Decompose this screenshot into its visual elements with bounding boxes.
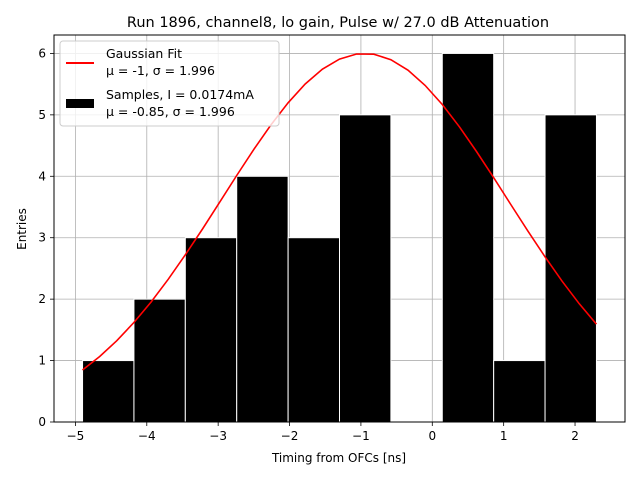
legend-box	[59, 40, 280, 127]
legend-fit-label: Gaussian Fit	[106, 46, 182, 61]
y-tick-label-5: 5	[38, 108, 46, 122]
y-tick-label-4: 4	[38, 169, 46, 183]
gaussian-fit-layer	[82, 53, 598, 371]
x-tick-label-0: −5	[67, 429, 85, 443]
legend-histogram-stats: μ = -0.85, σ = 1.996	[106, 104, 235, 119]
legend-fit-stats: μ = -1, σ = 1.996	[106, 63, 215, 78]
legend-histogram-label: Samples, I = 0.0174mA	[106, 87, 254, 102]
histogram-bar-1	[133, 298, 186, 423]
y-tick-label-1: 1	[38, 354, 46, 368]
chart-title: Run 1896, channel8, lo gain, Pulse w/ 27…	[127, 15, 549, 31]
x-tick-label-1: −4	[138, 429, 156, 443]
plot-frame	[53, 34, 626, 423]
histogram-bar-0	[82, 360, 135, 423]
x-axis-label: Timing from OFCs [ns]	[271, 451, 406, 465]
axis-ticks: −5 −4 −3 −2 −1 0 1 2 0 1 2 3 4 5 6	[38, 46, 578, 443]
y-tick-label-3: 3	[38, 231, 46, 245]
legend-histogram-swatch	[66, 99, 94, 108]
histogram-bars	[82, 52, 597, 423]
x-tick-label-3: −2	[281, 429, 299, 443]
x-tick-label-5: 0	[428, 429, 436, 443]
x-tick-label-7: 2	[571, 429, 579, 443]
gaussian-fit-curve	[82, 53, 598, 371]
legend: Gaussian Fit μ = -1, σ = 1.996 Samples, …	[59, 40, 280, 127]
y-axis-label: Entries	[15, 208, 29, 250]
histogram-bar-8	[493, 360, 546, 423]
histogram-bar-4	[287, 237, 340, 423]
histogram-bar-3	[236, 175, 289, 423]
y-tick-label-2: 2	[38, 292, 46, 306]
histogram-bar-5	[339, 114, 392, 423]
y-tick-label-6: 6	[38, 46, 46, 60]
x-tick-label-2: −3	[209, 429, 227, 443]
x-tick-label-6: 1	[500, 429, 508, 443]
histogram-bar-2	[184, 237, 238, 423]
y-tick-label-0: 0	[38, 415, 46, 429]
x-tick-label-4: −1	[352, 429, 370, 443]
histogram-bar-7	[441, 52, 495, 423]
